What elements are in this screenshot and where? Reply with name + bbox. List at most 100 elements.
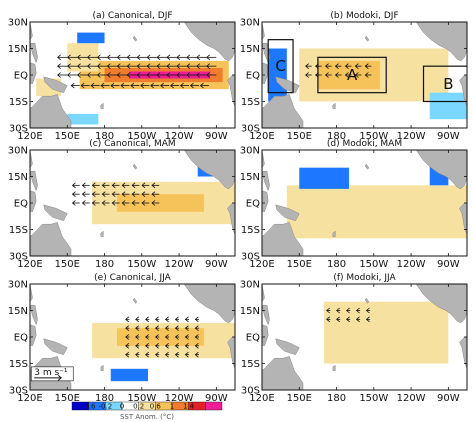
wind-arrowhead xyxy=(81,200,86,206)
wind-arrowhead xyxy=(305,63,309,69)
land-shape xyxy=(227,202,235,235)
wind-arrowhead xyxy=(76,72,81,78)
land-shape xyxy=(100,230,104,237)
wind-arrowhead xyxy=(154,325,159,331)
wind-arrowhead xyxy=(70,82,75,89)
colorbar-swatch xyxy=(205,401,223,411)
wind-arrowhead xyxy=(120,82,125,89)
panel-title: (e) Canonical, JJA xyxy=(94,273,171,283)
land-shape xyxy=(30,324,37,347)
land-shape xyxy=(262,356,304,390)
wind-arrowhead xyxy=(160,82,165,89)
land-shape xyxy=(459,202,467,235)
wind-arrowhead xyxy=(125,325,130,331)
land-shape xyxy=(30,190,37,213)
wind-arrowhead xyxy=(80,82,85,89)
wind-arrowhead xyxy=(100,82,105,89)
wind-arrowhead xyxy=(131,182,136,189)
x-tick-label: 90W xyxy=(205,131,228,142)
land-shape xyxy=(43,338,68,356)
land-shape xyxy=(132,163,138,170)
wind-arrowhead xyxy=(206,72,211,78)
wind-arrowhead xyxy=(140,82,145,89)
wind-arrowhead xyxy=(345,307,350,314)
colorbar-tick-label: 0.6 xyxy=(150,403,162,411)
panel-group: (a) Canonical, DJF 120E 150E 180 150W 120W 90W… xyxy=(8,11,468,404)
wind-arrowhead xyxy=(135,325,139,331)
x-tick-label: 150W xyxy=(359,131,388,142)
wind-arrowhead xyxy=(180,82,184,89)
wind-arrowhead xyxy=(66,54,71,61)
wind-arrowhead xyxy=(186,54,191,61)
panel-1: A B C (b) Modoki, DJF 120E 150E 180 150W 120W 90W… xyxy=(240,11,468,142)
x-tick-label: 120E xyxy=(17,259,42,270)
wind-arrowhead xyxy=(126,54,131,61)
wind-arrowhead xyxy=(125,351,130,358)
wind-arrowhead xyxy=(116,72,121,78)
wind-arrowhead xyxy=(151,191,156,197)
land-shape xyxy=(100,102,104,109)
x-tick-label: 150W xyxy=(127,393,156,404)
colorbar-tick-label: 0.2 xyxy=(133,403,144,411)
wind-arrowhead xyxy=(324,63,329,69)
wind-arrowhead xyxy=(146,72,151,78)
x-tick-label: 120W xyxy=(165,393,194,404)
wind-arrowhead xyxy=(145,316,149,323)
y-tick-label: EQ xyxy=(14,71,28,82)
wind-arrowhead xyxy=(125,343,130,349)
x-tick-label: 120W xyxy=(397,259,426,270)
land-shape xyxy=(30,42,38,64)
land-shape xyxy=(332,364,336,371)
x-tick-label: 120E xyxy=(249,259,274,270)
wind-arrowhead xyxy=(354,72,359,78)
y-tick-label: 15S xyxy=(241,225,260,236)
wind-arrowhead xyxy=(86,72,91,78)
land-shape xyxy=(459,74,467,107)
land-shape xyxy=(43,204,68,222)
colorbar-tick-label: 1 xyxy=(170,403,174,411)
wind-arrowhead xyxy=(111,191,116,197)
wind-arrowhead xyxy=(154,316,159,323)
y-tick-label: EQ xyxy=(246,71,260,82)
wind-arrowhead xyxy=(344,72,349,78)
x-tick-label: 150E xyxy=(55,393,80,404)
colorbar-tick-label: -0.2 xyxy=(98,403,112,411)
panel-5: (f) Modoki, JJA 120E 150E 180 150W 120W 90W 30N… xyxy=(240,273,468,404)
y-tick-label: 15N xyxy=(8,306,28,317)
land-shape xyxy=(30,222,72,256)
sst-patch xyxy=(116,328,204,346)
y-tick-label: 15S xyxy=(9,97,28,108)
land-shape xyxy=(50,284,53,285)
wind-arrowhead xyxy=(326,307,330,314)
panel-3: (d) Modoki, MAM 120E 150E 180 150W 120W 90W 30N… xyxy=(240,139,468,270)
panel-2: (c) Canonical, MAM 120E 150E 180 150W 120W 90W… xyxy=(8,139,236,270)
wind-arrowhead xyxy=(344,63,349,69)
x-tick-label: 180 xyxy=(327,259,346,270)
wind-arrowhead xyxy=(184,351,189,358)
sst-patch xyxy=(67,113,99,125)
y-tick-label: 15S xyxy=(241,97,260,108)
wind-arrowhead xyxy=(334,63,339,69)
y-tick-label: 30N xyxy=(8,280,28,291)
colorbar-tick-label: 0 xyxy=(120,403,124,411)
wind-arrowhead xyxy=(125,316,130,323)
wind-arrowhead xyxy=(71,182,76,189)
y-tick-label: 15N xyxy=(240,306,260,317)
x-tick-label: 180 xyxy=(95,131,114,142)
colorbar: -0.6 -0.2 0 0.2 0.6 1 1.4 SST Anom. (°C) xyxy=(71,401,223,421)
x-tick-label: 120W xyxy=(397,393,426,404)
wind-arrowhead xyxy=(135,316,139,323)
box-label-c: C xyxy=(275,57,285,75)
land-shape xyxy=(262,22,265,41)
land-shape xyxy=(262,62,269,85)
wind-arrowhead xyxy=(164,316,169,323)
wind-arrowhead xyxy=(174,316,179,323)
land-shape xyxy=(30,150,33,169)
sst-patch xyxy=(324,301,449,364)
x-tick-label: 90W xyxy=(437,259,460,270)
wind-arrowhead xyxy=(174,325,179,331)
wind-arrowhead xyxy=(151,182,156,189)
wind-arrowhead xyxy=(326,316,330,323)
wind-arrowhead xyxy=(150,82,155,89)
